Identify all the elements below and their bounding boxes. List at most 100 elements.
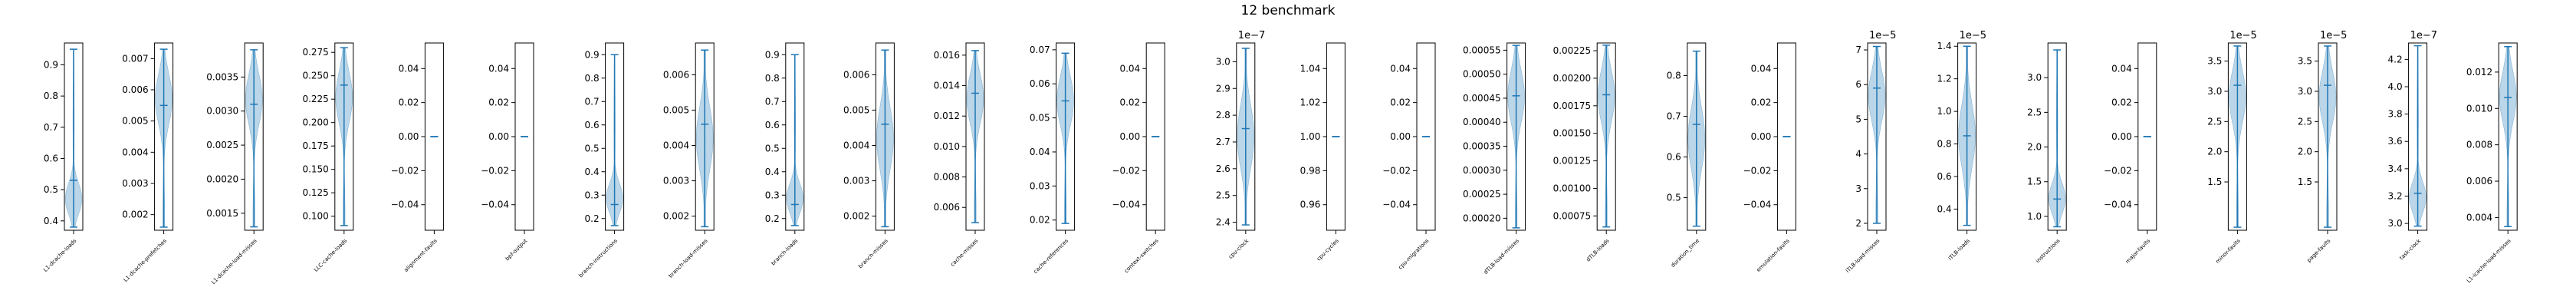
axes-frame bbox=[1776, 42, 1796, 231]
violin-panel: 0.5 0.6 0.7 0.8 duration_time bbox=[1667, 42, 1707, 269]
violin-panel: 0.00075 0.00100 0.00125 0.00150 0.00175 0.002… bbox=[1553, 42, 1616, 263]
y-tick-label: 0.00020 bbox=[1463, 213, 1501, 223]
y-tick-label: 1.5 bbox=[2207, 177, 2222, 187]
y-tick-label: 0.8 bbox=[1937, 139, 1952, 150]
x-category-label: cache-misses bbox=[949, 238, 979, 268]
y-tick-label: 0.05 bbox=[1030, 113, 1050, 124]
axis-multiplier: 1e−5 bbox=[1960, 30, 1986, 41]
y-tick-label: 3.0 bbox=[2388, 218, 2403, 229]
y-tick-label: 0.6 bbox=[1667, 152, 1681, 163]
violin-panel: 0.002 0.003 0.004 0.005 0.006 0.007 L1-dcache-… bbox=[122, 42, 174, 283]
y-tick-label: −0.04 bbox=[2104, 200, 2132, 210]
y-tick-label: 0.2 bbox=[585, 213, 600, 224]
axis-multiplier: 1e−5 bbox=[2229, 30, 2256, 41]
x-category-label: branch-misses bbox=[857, 238, 889, 270]
axes-frame bbox=[1596, 42, 1616, 231]
y-tick-label: 0.00 bbox=[488, 131, 509, 142]
violin-panel: 0.00020 0.00025 0.00030 0.00035 0.00040 0.000… bbox=[1463, 42, 1526, 276]
y-tick-label: 3 bbox=[1855, 183, 1861, 194]
x-category-label: cpu-cycles bbox=[1316, 238, 1340, 262]
y-tick-label: 0.6 bbox=[765, 120, 780, 130]
y-tick-label: 0.96 bbox=[1300, 200, 1321, 210]
y-tick-label: −0.04 bbox=[1112, 200, 1140, 210]
y-tick-label: 0.005 bbox=[122, 116, 148, 127]
violin-panel: 2.4 2.5 2.6 2.7 2.8 2.9 3.0 1e−7 cpu-clock bbox=[1216, 30, 1266, 260]
x-category-label: emulation-faults bbox=[1756, 238, 1791, 273]
y-tick-label: −0.04 bbox=[1743, 200, 1772, 210]
x-category-label: cache-references bbox=[1033, 238, 1070, 276]
x-category-label: cpu-clock bbox=[1227, 237, 1250, 260]
y-tick-label: 0.005 bbox=[663, 104, 689, 115]
y-tick-label: −0.04 bbox=[1382, 200, 1411, 210]
y-tick-label: 0.012 bbox=[934, 111, 960, 121]
y-tick-label: 0.4 bbox=[1937, 203, 1952, 214]
y-tick-label: 0.0025 bbox=[206, 140, 238, 150]
y-tick-label: 0.010 bbox=[934, 141, 960, 152]
axes-frame bbox=[514, 42, 534, 231]
y-tick-label: 0.150 bbox=[302, 164, 328, 175]
y-tick-label: 0.04 bbox=[1030, 147, 1050, 157]
y-tick-label: −0.04 bbox=[391, 200, 419, 210]
y-tick-label: 2.4 bbox=[1216, 217, 1230, 228]
axes-frame bbox=[154, 42, 174, 231]
y-tick-label: 0.98 bbox=[1300, 165, 1321, 176]
x-category-label: iTLB-loads bbox=[1947, 238, 1971, 262]
y-tick-label: 2.8 bbox=[1216, 110, 1230, 120]
y-tick-label: 0.02 bbox=[1751, 97, 1772, 108]
y-tick-label: 2.5 bbox=[2027, 107, 2042, 117]
axes-frame bbox=[695, 42, 715, 231]
y-tick-label: 0.00225 bbox=[1553, 45, 1592, 56]
x-category-label: context-switches bbox=[1123, 238, 1160, 275]
y-tick-label: 0.00175 bbox=[1553, 101, 1592, 111]
y-tick-label: 1.0 bbox=[2027, 211, 2042, 222]
y-tick-label: 0.0015 bbox=[206, 208, 238, 219]
axes-frame bbox=[2047, 42, 2067, 231]
y-tick-label: 0.9 bbox=[585, 49, 600, 60]
y-tick-label: 0.2 bbox=[765, 213, 780, 224]
axes-frame bbox=[1056, 42, 1076, 231]
y-tick-label: −0.02 bbox=[391, 165, 419, 176]
x-category-label: minor-faults bbox=[2214, 238, 2242, 266]
x-category-label: duration_time bbox=[1670, 238, 1700, 269]
y-tick-label: 0.04 bbox=[488, 63, 509, 74]
y-tick-label: 0.9 bbox=[765, 49, 780, 60]
violin-panel: 1.5 2.0 2.5 3.0 3.5 1e−5 page-faults bbox=[2298, 30, 2348, 263]
y-tick-label: 0.02 bbox=[399, 97, 419, 108]
violin-panel: 0.004 0.006 0.008 0.010 0.012 L1-icache-load-… bbox=[2466, 42, 2518, 284]
y-tick-label: 3.0 bbox=[1216, 56, 1230, 67]
y-tick-label: 0.04 bbox=[1751, 63, 1772, 74]
y-tick-label: 0.275 bbox=[302, 47, 328, 58]
y-tick-label: 0.3 bbox=[765, 190, 780, 200]
y-tick-label: 0.6 bbox=[44, 153, 58, 163]
axes-frame bbox=[1506, 42, 1526, 231]
y-tick-label: 2.0 bbox=[2207, 147, 2222, 157]
y-tick-label: 0.004 bbox=[122, 147, 148, 157]
violin-panel: 0.002 0.003 0.004 0.005 0.006 branch-load-mis… bbox=[663, 42, 715, 279]
y-tick-label: 0.00075 bbox=[1553, 210, 1592, 221]
y-tick-label: 1.00 bbox=[1300, 131, 1321, 142]
violin-panel: 2 3 4 5 6 7 1e−5 iTLB-load-misses bbox=[1845, 30, 1896, 274]
y-tick-label: 0.00 bbox=[399, 131, 419, 142]
violin-panel: 1.5 2.0 2.5 3.0 3.5 1e−5 minor-faults bbox=[2207, 30, 2257, 265]
y-tick-label: 0.010 bbox=[2466, 103, 2492, 114]
axes-frame bbox=[244, 42, 264, 231]
axes-frame bbox=[2137, 42, 2157, 231]
y-tick-label: 0.00055 bbox=[1463, 45, 1501, 55]
violin-panel: 0.96 0.98 1.00 1.02 1.04 cpu-cycles bbox=[1300, 42, 1346, 262]
y-tick-label: 0.008 bbox=[934, 172, 960, 183]
axes-frame bbox=[2227, 42, 2247, 231]
y-tick-label: 0.04 bbox=[399, 63, 419, 74]
y-tick-label: 0.006 bbox=[122, 84, 148, 95]
y-tick-label: 0.5 bbox=[1667, 193, 1681, 203]
violin-panel: −0.04 −0.02 0.00 0.02 0.04 cpu-migrations bbox=[1382, 42, 1436, 271]
y-tick-label: 0.04 bbox=[2111, 63, 2132, 74]
y-tick-label: 1.5 bbox=[2027, 177, 2042, 187]
y-tick-label: 3.2 bbox=[2388, 190, 2403, 201]
y-tick-label: 2.6 bbox=[1216, 163, 1230, 174]
y-tick-label: 0.200 bbox=[302, 117, 328, 128]
y-tick-label: 0.002 bbox=[122, 210, 148, 220]
axes-frame bbox=[785, 42, 805, 231]
y-tick-label: 2.0 bbox=[2298, 147, 2312, 157]
y-tick-label: 0.00025 bbox=[1463, 189, 1501, 200]
y-tick-label: 0.00 bbox=[2111, 131, 2132, 142]
